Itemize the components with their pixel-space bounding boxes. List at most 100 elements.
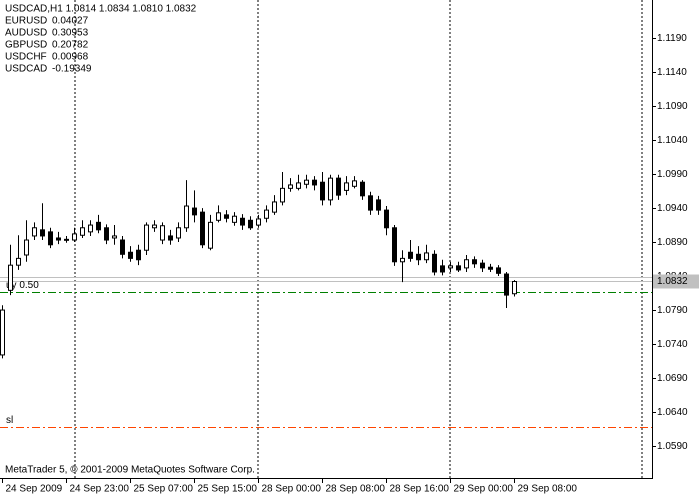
- y-tick-label: 1.1040: [657, 135, 688, 146]
- indicator-value: 0.04027: [52, 16, 89, 27]
- y-tick-label: 1.0790: [657, 305, 688, 316]
- x-tick-label: 29 Sep 08:00: [518, 484, 578, 495]
- indicator-name: EURUSD: [5, 16, 47, 27]
- candle-body: [48, 231, 53, 246]
- candle-body: [360, 181, 365, 197]
- indicator-name: USDCHF: [5, 52, 47, 63]
- y-tick-label: 1.1090: [657, 101, 688, 112]
- y-tick-label: 1.0990: [657, 169, 688, 180]
- y-tick-label: 1.0740: [657, 339, 688, 350]
- y-tick-label: 1.0640: [657, 407, 688, 418]
- candle-body: [368, 195, 373, 211]
- candle-body: [448, 265, 453, 269]
- candle-body: [136, 249, 141, 261]
- chart-title: USDCAD,H1 1.0814 1.0834 1.0810 1.0832: [5, 4, 197, 15]
- candle-body: [392, 227, 397, 263]
- y-tick-label: 1.0940: [657, 203, 688, 214]
- candle-body: [216, 212, 221, 221]
- candle-body: [16, 257, 21, 266]
- candle-body: [304, 179, 309, 185]
- candle-body: [64, 238, 69, 241]
- indicator-value: 0.30953: [52, 28, 89, 39]
- candle-body: [56, 237, 61, 241]
- candle-body: [280, 187, 285, 203]
- candle-body: [192, 207, 197, 216]
- x-tick-label: 24 Sep 2009: [6, 484, 63, 495]
- candle-body: [224, 214, 229, 219]
- candle-body: [408, 251, 413, 259]
- candle-body: [240, 217, 245, 226]
- candle-body: [496, 267, 501, 274]
- candle-body: [344, 182, 349, 191]
- candle-body: [24, 239, 29, 256]
- candle-body: [312, 179, 317, 186]
- x-tick-label: 28 Sep 08:00: [326, 484, 386, 495]
- candle-body: [248, 219, 253, 229]
- candle-body: [32, 227, 37, 237]
- indicator-value: 0.20782: [52, 40, 89, 51]
- candle-body: [184, 205, 189, 229]
- price-label: 1.0832: [657, 276, 688, 287]
- x-tick-label: 29 Sep 00:00: [454, 484, 514, 495]
- candle-body: [160, 225, 165, 241]
- candle-body: [464, 259, 469, 269]
- candle-body: [512, 280, 517, 295]
- candle-body: [176, 227, 181, 239]
- candle-body: [488, 266, 493, 270]
- candle-body: [208, 221, 213, 249]
- y-tick-label: 1.0690: [657, 373, 688, 384]
- candle-body: [328, 177, 333, 201]
- price-label-box: [653, 274, 699, 289]
- candle-body: [40, 229, 45, 237]
- x-tick-label: 25 Sep 07:00: [134, 484, 194, 495]
- candle-body: [400, 257, 405, 263]
- x-tick-label: 28 Sep 00:00: [262, 484, 322, 495]
- candle-body: [472, 259, 477, 265]
- candle-body: [456, 265, 461, 271]
- candle-body: [416, 253, 421, 261]
- candle-body: [384, 209, 389, 229]
- candle-body: [480, 262, 485, 269]
- candle-body: [200, 211, 205, 246]
- y-tick-label: 1.0590: [657, 441, 688, 452]
- x-tick-label: 28 Sep 16:00: [390, 484, 450, 495]
- candle-body: [288, 184, 293, 189]
- candle-body: [272, 201, 277, 213]
- candle-body: [256, 218, 261, 226]
- candle-body: [80, 227, 85, 236]
- candle-body: [168, 235, 173, 241]
- candle-body: [104, 227, 109, 241]
- candle-body: [72, 233, 77, 241]
- plot-area: [0, 0, 652, 478]
- candle-body: [336, 177, 341, 196]
- candle-body: [128, 251, 133, 259]
- candle-body: [440, 265, 445, 273]
- indicator-name: GBPUSD: [5, 40, 47, 51]
- indicator-value: 0.00968: [52, 52, 89, 63]
- candle-body: [144, 224, 149, 251]
- candle-body: [504, 273, 509, 296]
- x-tick-label: 25 Sep 15:00: [198, 484, 258, 495]
- candle-body: [232, 215, 237, 223]
- y-tick-label: 1.0890: [657, 237, 688, 248]
- candle-body: [0, 309, 5, 356]
- candle-body: [432, 253, 437, 273]
- indicator-name: USDCAD: [5, 64, 47, 75]
- candle-body: [376, 199, 381, 211]
- candle-body: [120, 239, 125, 255]
- indicator-value: -0.19349: [52, 64, 92, 75]
- indicator-name: AUDUSD: [5, 28, 47, 39]
- y-tick-label: 1.1190: [657, 33, 687, 44]
- candle-body: [264, 209, 269, 219]
- candle-body: [88, 224, 93, 233]
- candle-body: [352, 180, 357, 187]
- candle-body: [8, 264, 13, 291]
- level-label: sl: [6, 415, 13, 426]
- level-label: uy 0.50: [6, 280, 39, 291]
- candle-body: [320, 181, 325, 201]
- x-tick-label: 24 Sep 23:00: [70, 484, 130, 495]
- y-tick-label: 1.1140: [657, 67, 687, 78]
- candle-body: [152, 224, 157, 229]
